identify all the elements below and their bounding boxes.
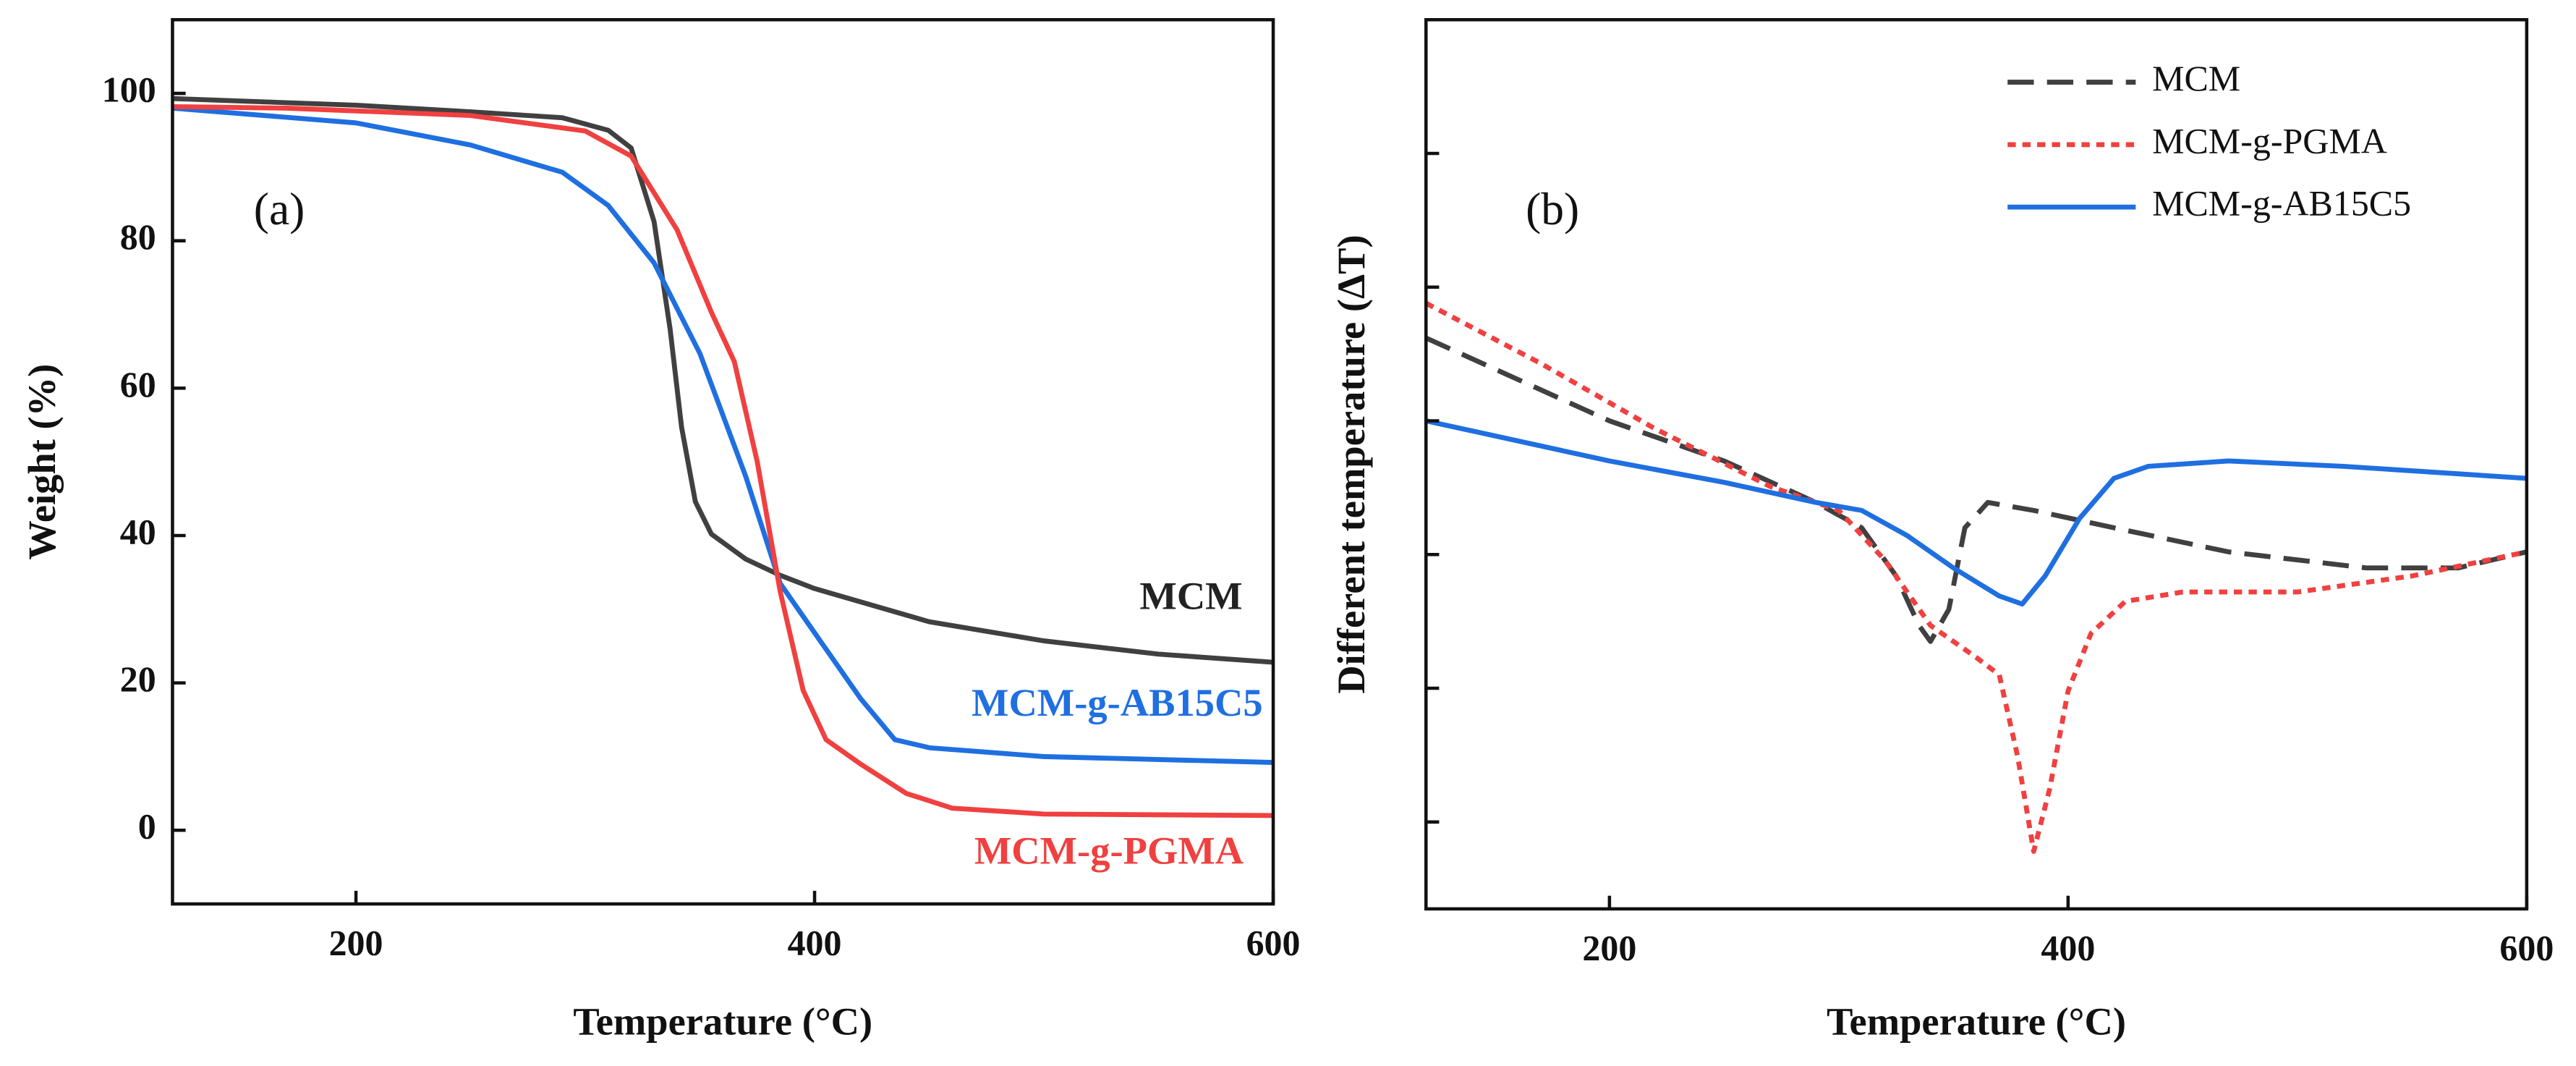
y-axis-label: Different temperature (ΔT)	[1329, 234, 1373, 693]
y-tick-label: 60	[120, 364, 156, 405]
plot-frame	[1424, 17, 2529, 911]
line-series	[172, 96, 1274, 665]
panel-annotation: (a)	[254, 183, 305, 234]
x-axis-label: Temperature (°C)	[1827, 999, 2126, 1044]
x-tick-label: 600	[2499, 927, 2554, 968]
y-tick-label: 0	[138, 806, 156, 847]
y-tick-label: 100	[102, 69, 156, 110]
panel-annotation: (b)	[1526, 183, 1579, 234]
legend-label: MCM-g-AB15C5	[2152, 183, 2411, 224]
x-tick-label: 400	[788, 923, 842, 963]
x-tick-label: 400	[2041, 927, 2095, 968]
y-tick-label: 20	[120, 659, 156, 699]
series-label: MCM-g-PGMA	[974, 828, 1244, 872]
line-series	[1424, 300, 2528, 854]
line-series	[1425, 418, 2528, 607]
x-tick-label: 600	[1246, 923, 1301, 963]
y-tick-label: 80	[120, 216, 156, 257]
y-axis-label: Weight (%)	[20, 364, 64, 560]
legend-label: MCM-g-PGMA	[2152, 120, 2387, 161]
series-label: MCM-g-AB15C5	[972, 680, 1263, 724]
x-tick-label: 200	[1582, 927, 1636, 968]
line-series	[172, 103, 1274, 818]
plot-frame	[171, 17, 1275, 906]
x-axis-label: Temperature (°C)	[573, 999, 872, 1044]
line-series	[172, 106, 1274, 765]
y-tick-label: 40	[120, 511, 156, 551]
legend-label: MCM	[2152, 58, 2240, 98]
series-label: MCM	[1139, 573, 1242, 617]
x-tick-label: 200	[329, 923, 383, 963]
line-series	[1424, 335, 2528, 644]
